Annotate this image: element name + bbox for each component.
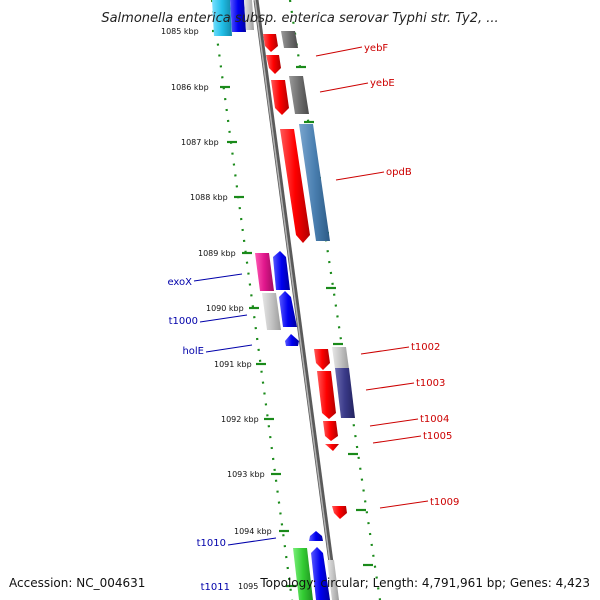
gene-arrow-forward	[280, 129, 310, 243]
genome-backbone-highlight	[254, 0, 336, 600]
gene-label-t1011: t1011	[201, 582, 230, 593]
gene-arrow-reverse	[309, 531, 323, 541]
tick-label: 1087 kbp	[181, 138, 219, 147]
gene-labels-right: yebF yebE opdB t1002 t1003 t1004 t1005 t…	[364, 43, 459, 508]
gene-arrow-lightgrey	[244, 0, 254, 30]
gene-arrow-forward	[266, 55, 281, 74]
gene-arrow-reverse	[311, 547, 330, 600]
tick-label: 1095	[238, 582, 258, 591]
gene-arrow-reverse	[230, 0, 246, 32]
gene-cog-grey	[281, 31, 298, 48]
gene-cog-grey	[289, 76, 309, 114]
gene-label-t1000: t1000	[169, 316, 198, 327]
genome-backbone	[253, 0, 339, 600]
gene-label-t1009: t1009	[430, 497, 459, 508]
gene-arrow-forward	[263, 34, 278, 52]
gene-cog-green	[293, 548, 313, 600]
gene-arrow-reverse	[273, 251, 290, 290]
left-guide-line	[210, 0, 294, 600]
gene-features	[212, 0, 355, 600]
tick-label: 1089 kbp	[198, 249, 236, 258]
gene-label-t1010: t1010	[197, 538, 226, 549]
tick-label: 1090 kbp	[206, 304, 244, 313]
gene-label-exoX: exoX	[167, 277, 192, 288]
gene-arrow-forward	[323, 421, 338, 441]
gene-label-yebF: yebF	[364, 43, 388, 54]
gene-arrow-forward	[314, 349, 330, 370]
gene-label-t1005: t1005	[423, 431, 452, 442]
gene-cog-lightgrey	[262, 293, 281, 330]
gene-arrow-reverse	[279, 291, 297, 327]
gene-cog-magenta	[255, 253, 274, 291]
label-leaders	[193, 46, 429, 546]
gene-label-t1003: t1003	[416, 378, 445, 389]
gene-arrow-forward	[332, 506, 347, 519]
gene-labels-left: exoX t1000 holE t1010 t1011	[167, 277, 230, 593]
gene-cog-navy	[335, 368, 355, 418]
gene-cog-lightgrey	[332, 347, 349, 369]
gene-label-holE: holE	[182, 346, 204, 357]
gene-label-yebE: yebE	[370, 78, 395, 89]
map-title: Salmonella enterica subsp. enterica sero…	[101, 11, 498, 26]
gene-arrow-forward	[325, 444, 339, 451]
gene-arrow-cyan	[212, 0, 232, 36]
tick-label: 1088 kbp	[190, 193, 228, 202]
gene-label-t1004: t1004	[420, 414, 449, 425]
gene-label-opdB: opdB	[386, 167, 412, 178]
tick-label: 1092 kbp	[221, 415, 259, 424]
tick-label: 1093 kbp	[227, 470, 265, 479]
gene-cog-steel	[299, 124, 330, 241]
gene-arrow-forward	[271, 80, 289, 115]
gene-arrow-reverse	[285, 334, 299, 346]
genome-summary-text: Topology: circular; Length: 4,791,961 bp…	[259, 576, 590, 590]
tick-labels: 1085 kbp 1086 kbp 1087 kbp 1088 kbp 1089…	[161, 27, 272, 591]
gene-label-t1002: t1002	[411, 342, 440, 353]
tick-label: 1091 kbp	[214, 360, 252, 369]
tick-marks	[212, 29, 373, 588]
accession-text: Accession: NC_004631	[9, 576, 145, 590]
tick-label: 1094 kbp	[234, 527, 272, 536]
gene-arrow-forward	[317, 371, 336, 419]
tick-label: 1086 kbp	[171, 83, 209, 92]
gene-cog-lightgrey	[327, 560, 339, 600]
tick-label: 1085 kbp	[161, 27, 199, 36]
